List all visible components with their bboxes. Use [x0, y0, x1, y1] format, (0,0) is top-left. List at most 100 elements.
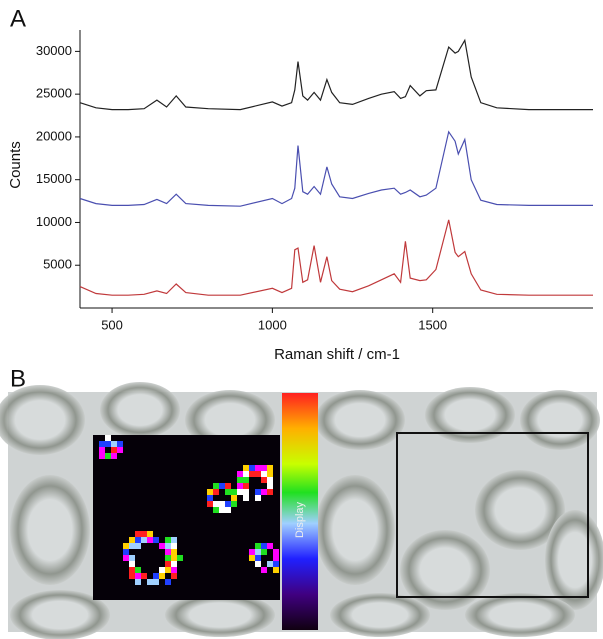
map-pixel [237, 477, 243, 483]
map-pixel [231, 501, 237, 507]
map-pixel [171, 573, 177, 579]
map-pixel [135, 579, 141, 585]
map-pixel [111, 447, 117, 453]
map-pixel [105, 441, 111, 447]
map-pixel [135, 543, 141, 549]
map-pixel [153, 573, 159, 579]
map-pixel [165, 561, 171, 567]
map-pixel [255, 495, 261, 501]
map-pixel [141, 531, 147, 537]
map-pixel [249, 555, 255, 561]
y-tick-label: 30000 [36, 43, 72, 58]
map-pixel [123, 549, 129, 555]
map-pixel [171, 555, 177, 561]
map-pixel [147, 531, 153, 537]
map-pixel [249, 465, 255, 471]
map-pixel [111, 441, 117, 447]
map-pixel [273, 549, 279, 555]
map-pixel [117, 441, 123, 447]
map-pixel [237, 489, 243, 495]
map-pixel [129, 573, 135, 579]
map-pixel [165, 579, 171, 585]
map-pixel [117, 447, 123, 453]
map-pixel [165, 549, 171, 555]
map-pixel [267, 489, 273, 495]
map-pixel [123, 543, 129, 549]
map-pixel [255, 549, 261, 555]
map-pixel [165, 555, 171, 561]
spectrum-line [79, 130, 593, 207]
map-pixel [213, 483, 219, 489]
spectrum-line [79, 38, 593, 111]
map-pixel [207, 495, 213, 501]
map-pixel [243, 483, 249, 489]
map-pixel [105, 453, 111, 459]
x-tick-label: 500 [101, 317, 123, 332]
map-pixel [267, 543, 273, 549]
map-pixel [219, 501, 225, 507]
map-pixel [99, 447, 105, 453]
map-pixel [165, 537, 171, 543]
map-pixel [243, 471, 249, 477]
map-pixel [105, 435, 111, 441]
map-pixel [219, 483, 225, 489]
map-pixel [159, 543, 165, 549]
spectrum-line [79, 219, 593, 296]
map-pixel [147, 537, 153, 543]
map-pixel [273, 567, 279, 573]
map-pixel [255, 561, 261, 567]
map-pixel [213, 501, 219, 507]
map-pixel [261, 471, 267, 477]
map-pixel [171, 549, 177, 555]
y-tick-label: 10000 [36, 214, 72, 229]
map-pixel [267, 561, 273, 567]
map-pixel [225, 489, 231, 495]
map-pixel [135, 537, 141, 543]
map-pixel [171, 567, 177, 573]
map-pixel [249, 471, 255, 477]
map-pixel [261, 465, 267, 471]
map-pixel [171, 537, 177, 543]
map-pixel [129, 567, 135, 573]
map-pixel [213, 507, 219, 513]
map-pixel [243, 465, 249, 471]
y-tick-label: 25000 [36, 86, 72, 101]
x-tick-label: 1000 [258, 317, 287, 332]
map-pixel [159, 573, 165, 579]
map-pixel [171, 543, 177, 549]
map-pixel [129, 555, 135, 561]
map-pixel [129, 537, 135, 543]
map-pixel [141, 537, 147, 543]
map-pixel [177, 555, 183, 561]
map-pixel [267, 465, 273, 471]
map-pixel [207, 489, 213, 495]
map-pixel [273, 555, 279, 561]
map-pixel [135, 573, 141, 579]
map-pixel [261, 543, 267, 549]
map-pixel [129, 543, 135, 549]
map-pixel [267, 477, 273, 483]
map-pixel [147, 579, 153, 585]
map-pixel [249, 549, 255, 555]
map-pixel [243, 495, 249, 501]
map-pixel [255, 555, 261, 561]
map-pixel [267, 483, 273, 489]
map-pixel [255, 465, 261, 471]
map-pixel [243, 489, 249, 495]
map-pixel [255, 489, 261, 495]
colorbar-label: Display [294, 501, 306, 538]
map-pixel [159, 567, 165, 573]
map-pixel [99, 453, 105, 459]
x-tick-label: 1500 [418, 317, 447, 332]
y-tick-label: 20000 [36, 128, 72, 143]
map-pixel [255, 543, 261, 549]
panel-label: A [10, 5, 26, 32]
x-axis-label: Raman shift / cm-1 [274, 346, 400, 363]
map-pixel [141, 573, 147, 579]
map-pixel [237, 471, 243, 477]
map-pixel [261, 477, 267, 483]
map-pixel [171, 561, 177, 567]
micrograph: Display [0, 382, 603, 639]
